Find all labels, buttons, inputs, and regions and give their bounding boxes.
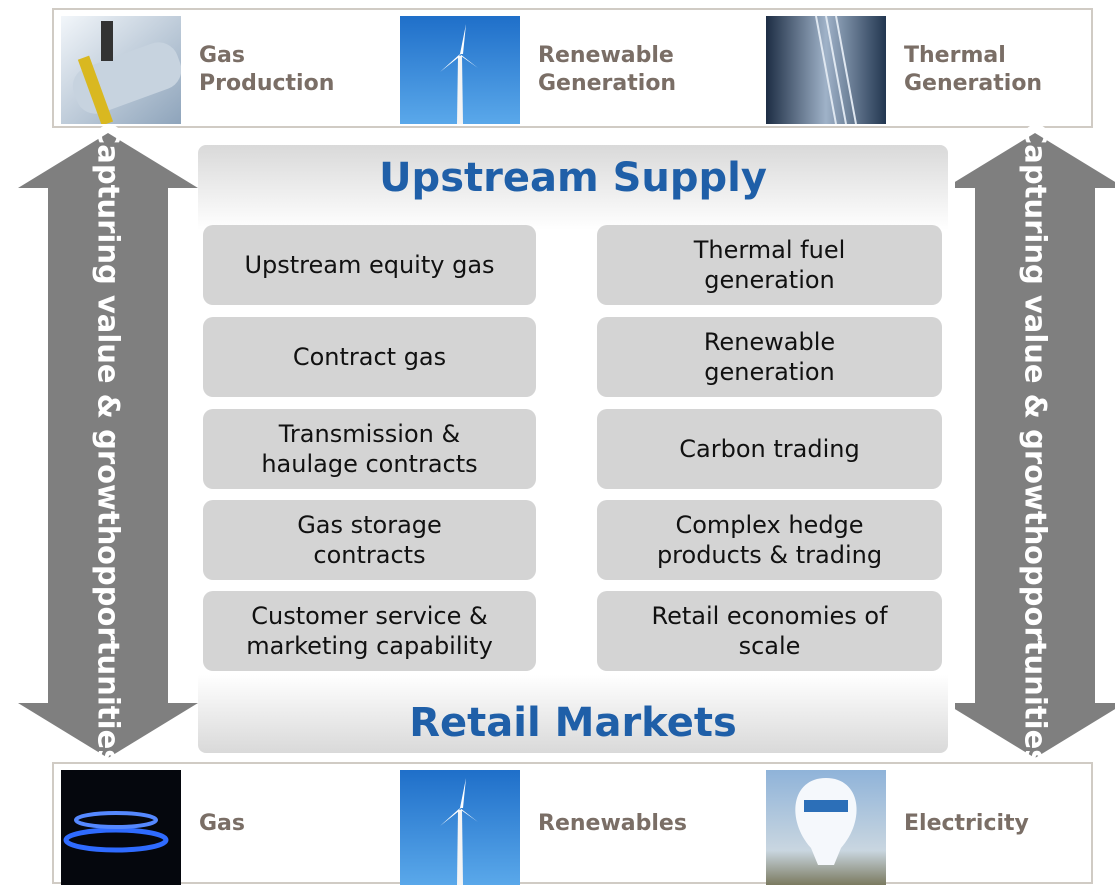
label: Gas Production xyxy=(199,43,335,96)
right-arrow xyxy=(955,133,1115,758)
left-arrow-text: Capturing value & growth opportunities xyxy=(48,123,168,767)
capability-box: Renewable generation xyxy=(597,317,942,397)
label: Electricity xyxy=(904,811,1029,836)
capability-box: Thermal fuel generation xyxy=(597,225,942,305)
capability-box: Upstream equity gas xyxy=(203,225,536,305)
line: opportunities xyxy=(91,545,126,767)
top-bar: Gas Production Renewable Generation Ther… xyxy=(52,8,1093,128)
line: Capturing value & growth xyxy=(1018,123,1053,546)
bottom-bar: Gas Renewables Electricity xyxy=(52,762,1093,885)
capability-box: Contract gas xyxy=(203,317,536,397)
capability-box: Complex hedge products & trading xyxy=(597,500,942,580)
capability-box: Customer service & marketing capability xyxy=(203,591,536,671)
wind-image xyxy=(400,16,520,124)
capability-box: Retail economies of scale xyxy=(597,591,942,671)
pipe-image xyxy=(61,16,181,124)
capability-box: Carbon trading xyxy=(597,409,942,489)
line: opportunities xyxy=(1018,545,1053,767)
capability-box: Transmission & haulage contracts xyxy=(203,409,536,489)
right-arrow-text: Capturing value & growth opportunities xyxy=(975,123,1095,767)
label: Renewable Generation xyxy=(538,43,677,96)
capability-box: Gas storage contracts xyxy=(203,500,536,580)
wind-image xyxy=(400,770,520,885)
balloon-image xyxy=(766,770,886,885)
left-arrow xyxy=(18,133,198,758)
turbine-image xyxy=(766,16,886,124)
upstream-title: Upstream Supply xyxy=(379,155,767,201)
flame-image xyxy=(61,770,181,885)
label: Gas xyxy=(199,811,245,836)
label: Renewables xyxy=(538,811,687,836)
retail-title: Retail Markets xyxy=(409,700,737,746)
line: Capturing value & growth xyxy=(91,123,126,546)
center-panel: Upstream Supply Retail Markets Upstream … xyxy=(198,145,948,753)
label: Thermal Generation xyxy=(904,43,1043,96)
